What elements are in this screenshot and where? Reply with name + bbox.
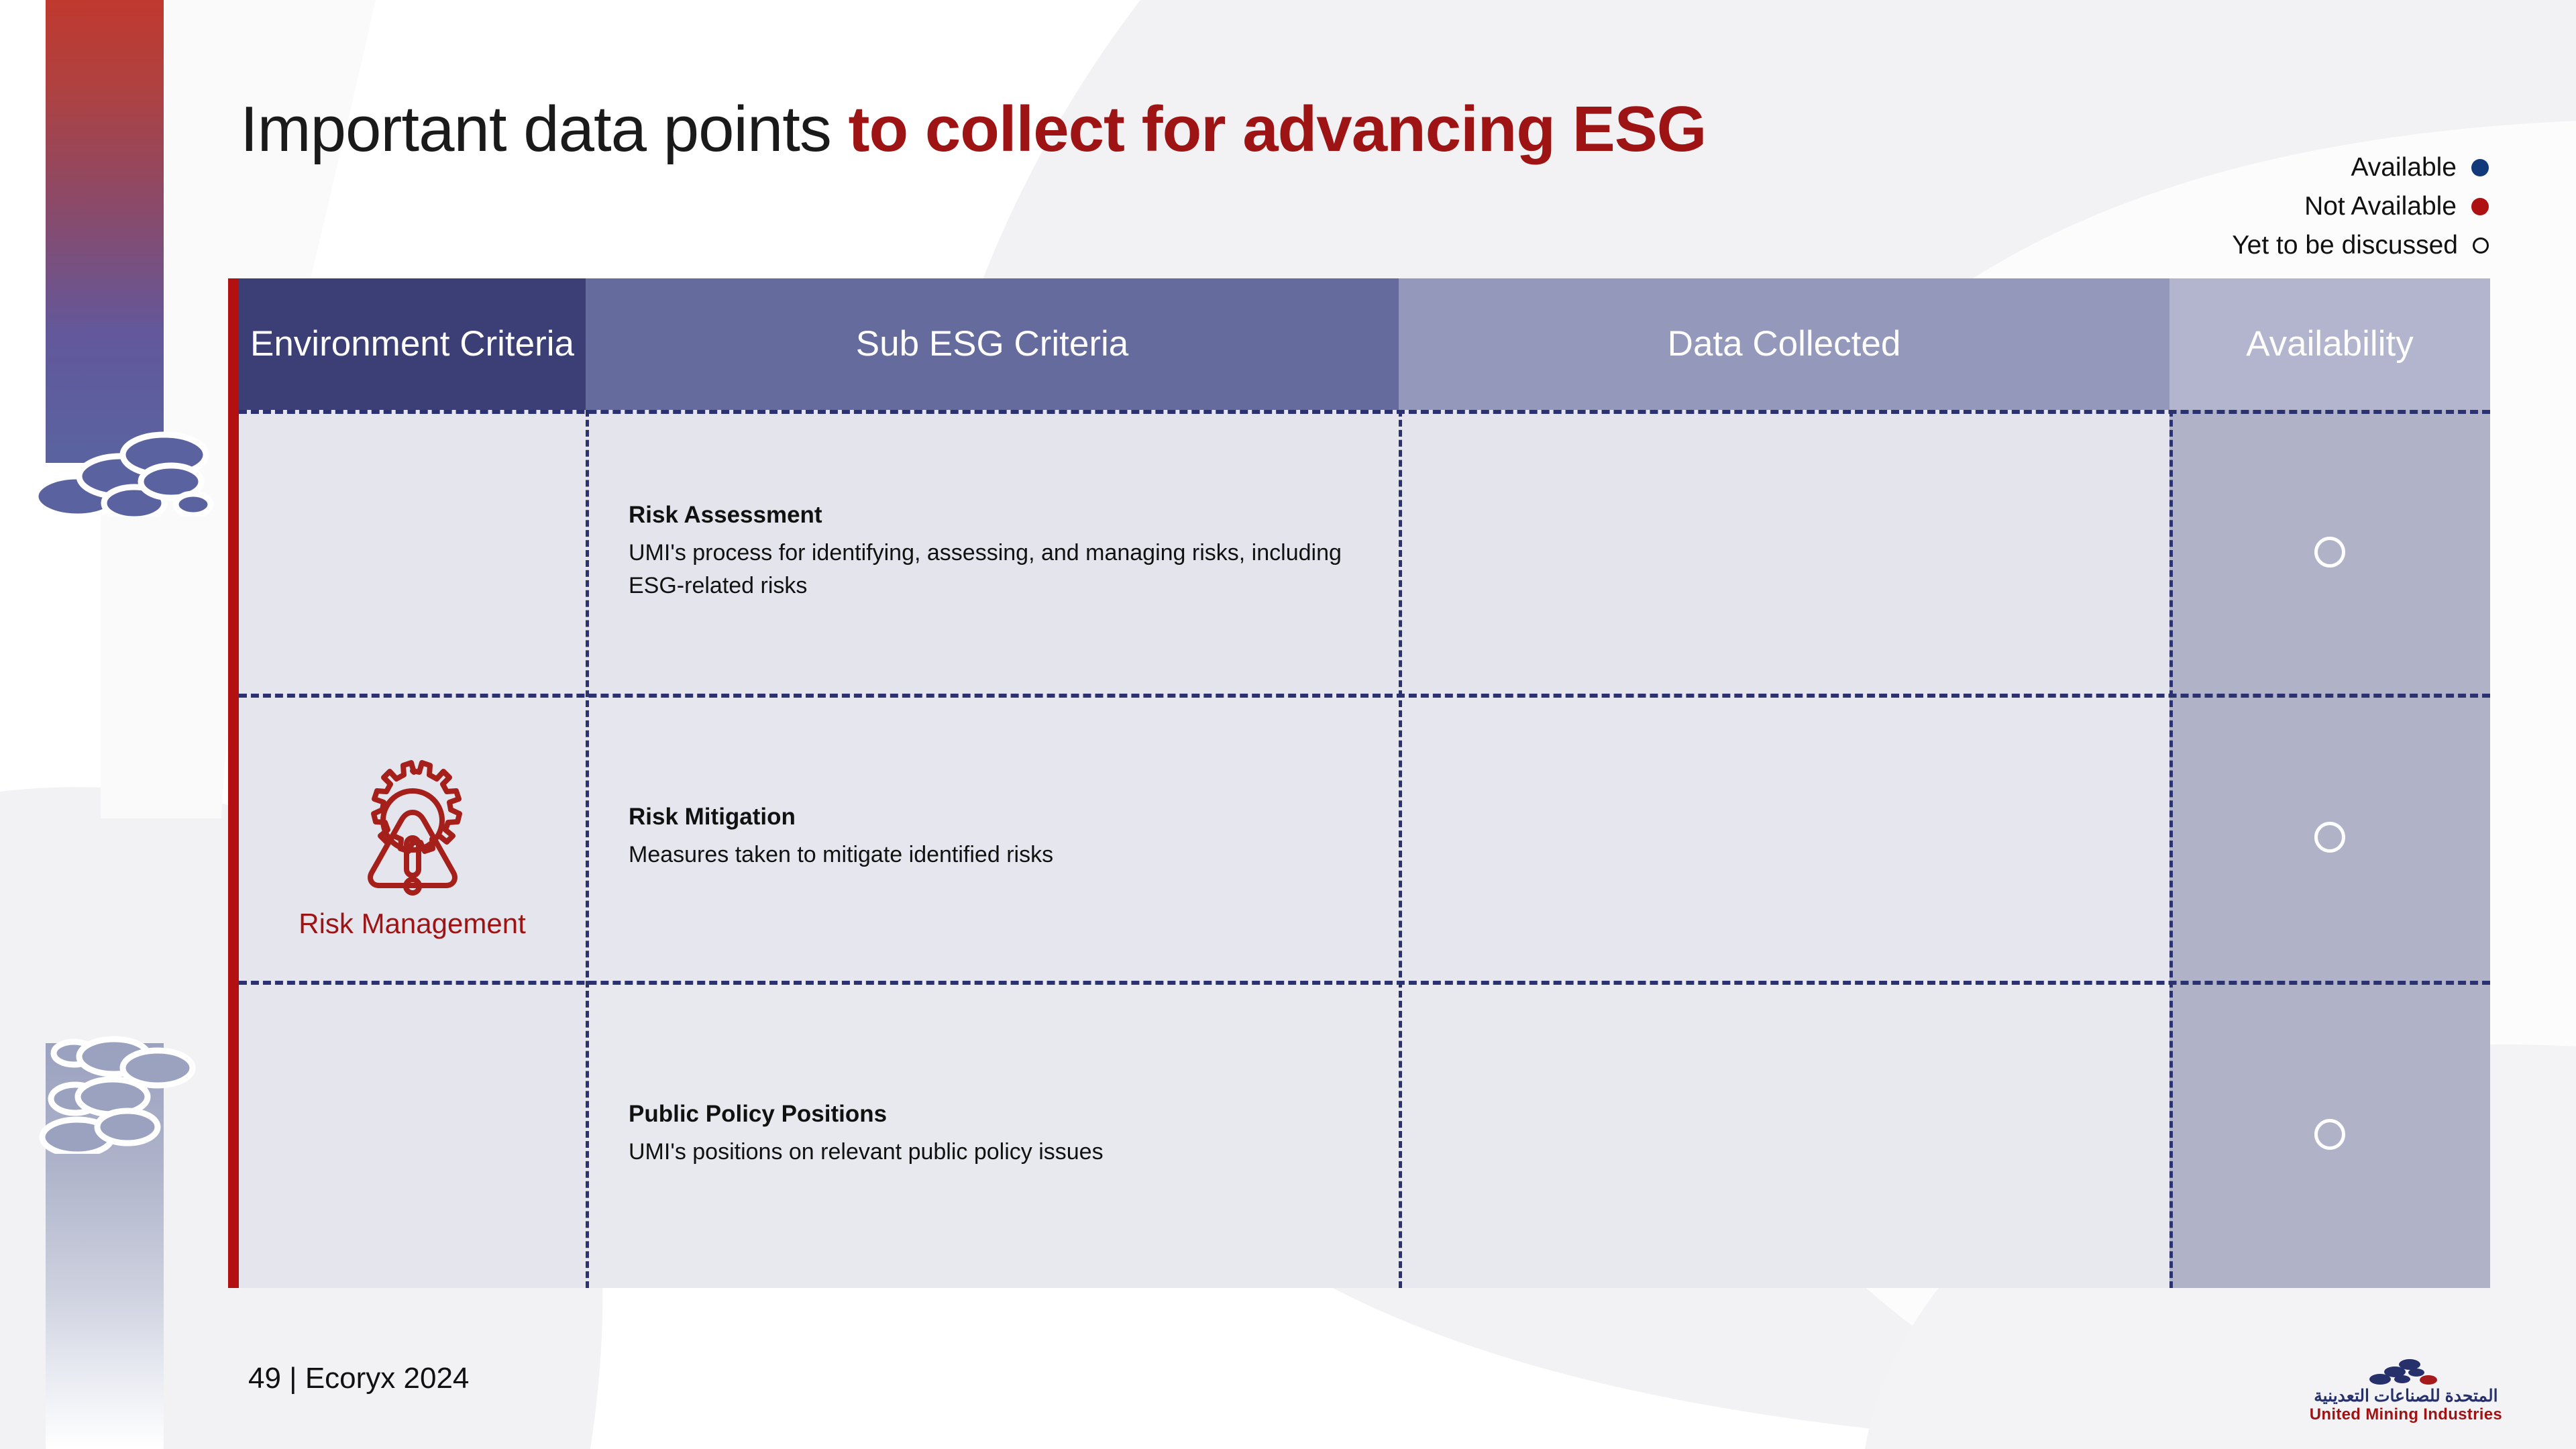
sub-criteria-title: Risk Mitigation	[629, 803, 796, 830]
page-title-accent: to collect for advancing ESG	[848, 93, 1707, 165]
availability-yet-to-be-discussed-icon	[2314, 1119, 2345, 1150]
legend-circle-yet-to-be-discussed-icon	[2473, 237, 2489, 254]
logo-english-name: United Mining Industries	[2309, 1405, 2502, 1424]
page-title-plain: Important data points	[240, 93, 849, 165]
column-header-label: Availability	[2246, 323, 2414, 364]
left-blob-cluster-top	[32, 431, 214, 517]
availability-cell	[2169, 694, 2490, 981]
table-row: Risk Assessment UMI's process for identi…	[586, 410, 1399, 694]
sub-criteria-description: Measures taken to mitigate identified ri…	[629, 841, 1054, 867]
logo-arabic-name: المتحدة للصناعات التعدينية	[2314, 1386, 2498, 1405]
legend-dot-not-available-icon	[2471, 198, 2489, 215]
sub-criteria-description: UMI's process for identifying, assessing…	[629, 540, 1342, 598]
legend-dot-available-icon	[2471, 159, 2489, 176]
availability-yet-to-be-discussed-icon	[2314, 536, 2345, 568]
column-header-availability: Availability	[2169, 278, 2490, 410]
data-collected-cell	[1399, 694, 2169, 981]
availability-yet-to-be-discussed-icon	[2314, 822, 2345, 853]
column-header-label: Sub ESG Criteria	[855, 323, 1129, 364]
legend-label-not-available: Not Available	[2304, 192, 2457, 221]
column-header-environment-criteria: Environment Criteria	[239, 278, 586, 410]
legend-item-not-available: Not Available	[2304, 192, 2489, 221]
table-row: Public Policy Positions UMI's positions …	[586, 981, 1399, 1288]
legend-label-yet-to-be-discussed: Yet to be discussed	[2232, 231, 2458, 260]
table-row: Risk Mitigation Measures taken to mitiga…	[586, 694, 1399, 981]
table-left-red-rail	[228, 278, 239, 1288]
column-header-sub-esg-criteria: Sub ESG Criteria	[586, 278, 1399, 410]
logo-mark-icon	[2369, 1358, 2438, 1385]
data-collected-cell	[1399, 981, 2169, 1288]
company-logo: المتحدة للصناعات التعدينية United Mining…	[2310, 1352, 2502, 1424]
esg-data-table: Environment Criteria Sub ESG Criteria Da…	[228, 278, 2490, 1288]
availability-legend: Available Not Available Yet to be discus…	[2232, 153, 2489, 260]
table-grid: Environment Criteria Sub ESG Criteria Da…	[239, 278, 2490, 1288]
footer-page-label: 49 | Ecoryx 2024	[248, 1362, 470, 1395]
column-header-label: Environment Criteria	[250, 323, 575, 364]
legend-label-available: Available	[2351, 153, 2457, 182]
left-blob-cluster-bottom	[39, 1036, 196, 1154]
column-header-label: Data Collected	[1667, 323, 1901, 364]
sub-criteria-title: Public Policy Positions	[629, 1100, 888, 1127]
gear-warning-triangle-icon	[367, 759, 462, 896]
criteria-cell-risk-management: Risk Management	[239, 410, 586, 1288]
data-collected-cell	[1399, 410, 2169, 694]
criteria-label-risk-management: Risk Management	[299, 907, 526, 939]
sub-criteria-description: UMI's positions on relevant public polic…	[629, 1138, 1104, 1165]
legend-item-available: Available	[2351, 153, 2489, 182]
sub-criteria-title: Risk Assessment	[629, 502, 822, 529]
availability-cell	[2169, 981, 2490, 1288]
left-gradient-bar-top	[46, 0, 164, 463]
page-title: Important data points to collect for adv…	[240, 93, 1707, 165]
column-header-data-collected: Data Collected	[1399, 278, 2169, 410]
availability-cell	[2169, 410, 2490, 694]
legend-item-yet-to-be-discussed: Yet to be discussed	[2232, 231, 2489, 260]
